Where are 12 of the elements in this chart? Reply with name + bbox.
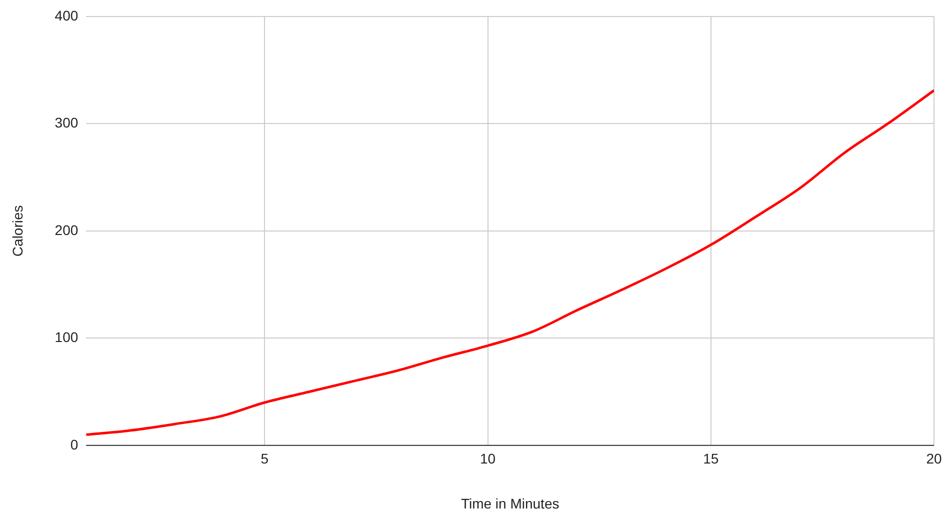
y-tick-label: 200 — [54, 222, 78, 238]
y-tick-label: 0 — [70, 436, 78, 452]
y-axis-title: Calories — [9, 205, 26, 257]
x-tick-label: 5 — [260, 450, 269, 467]
line-series — [86, 89, 934, 436]
y-tick-label: 400 — [54, 7, 78, 24]
x-tick-label: 10 — [480, 450, 496, 467]
y-tick-label: 300 — [54, 114, 78, 131]
x-axis-title: Time in Minutes — [460, 495, 560, 512]
x-tick-label: 15 — [703, 450, 719, 467]
y-tick-label: 100 — [54, 329, 78, 346]
x-tick-label: 20 — [926, 450, 942, 467]
